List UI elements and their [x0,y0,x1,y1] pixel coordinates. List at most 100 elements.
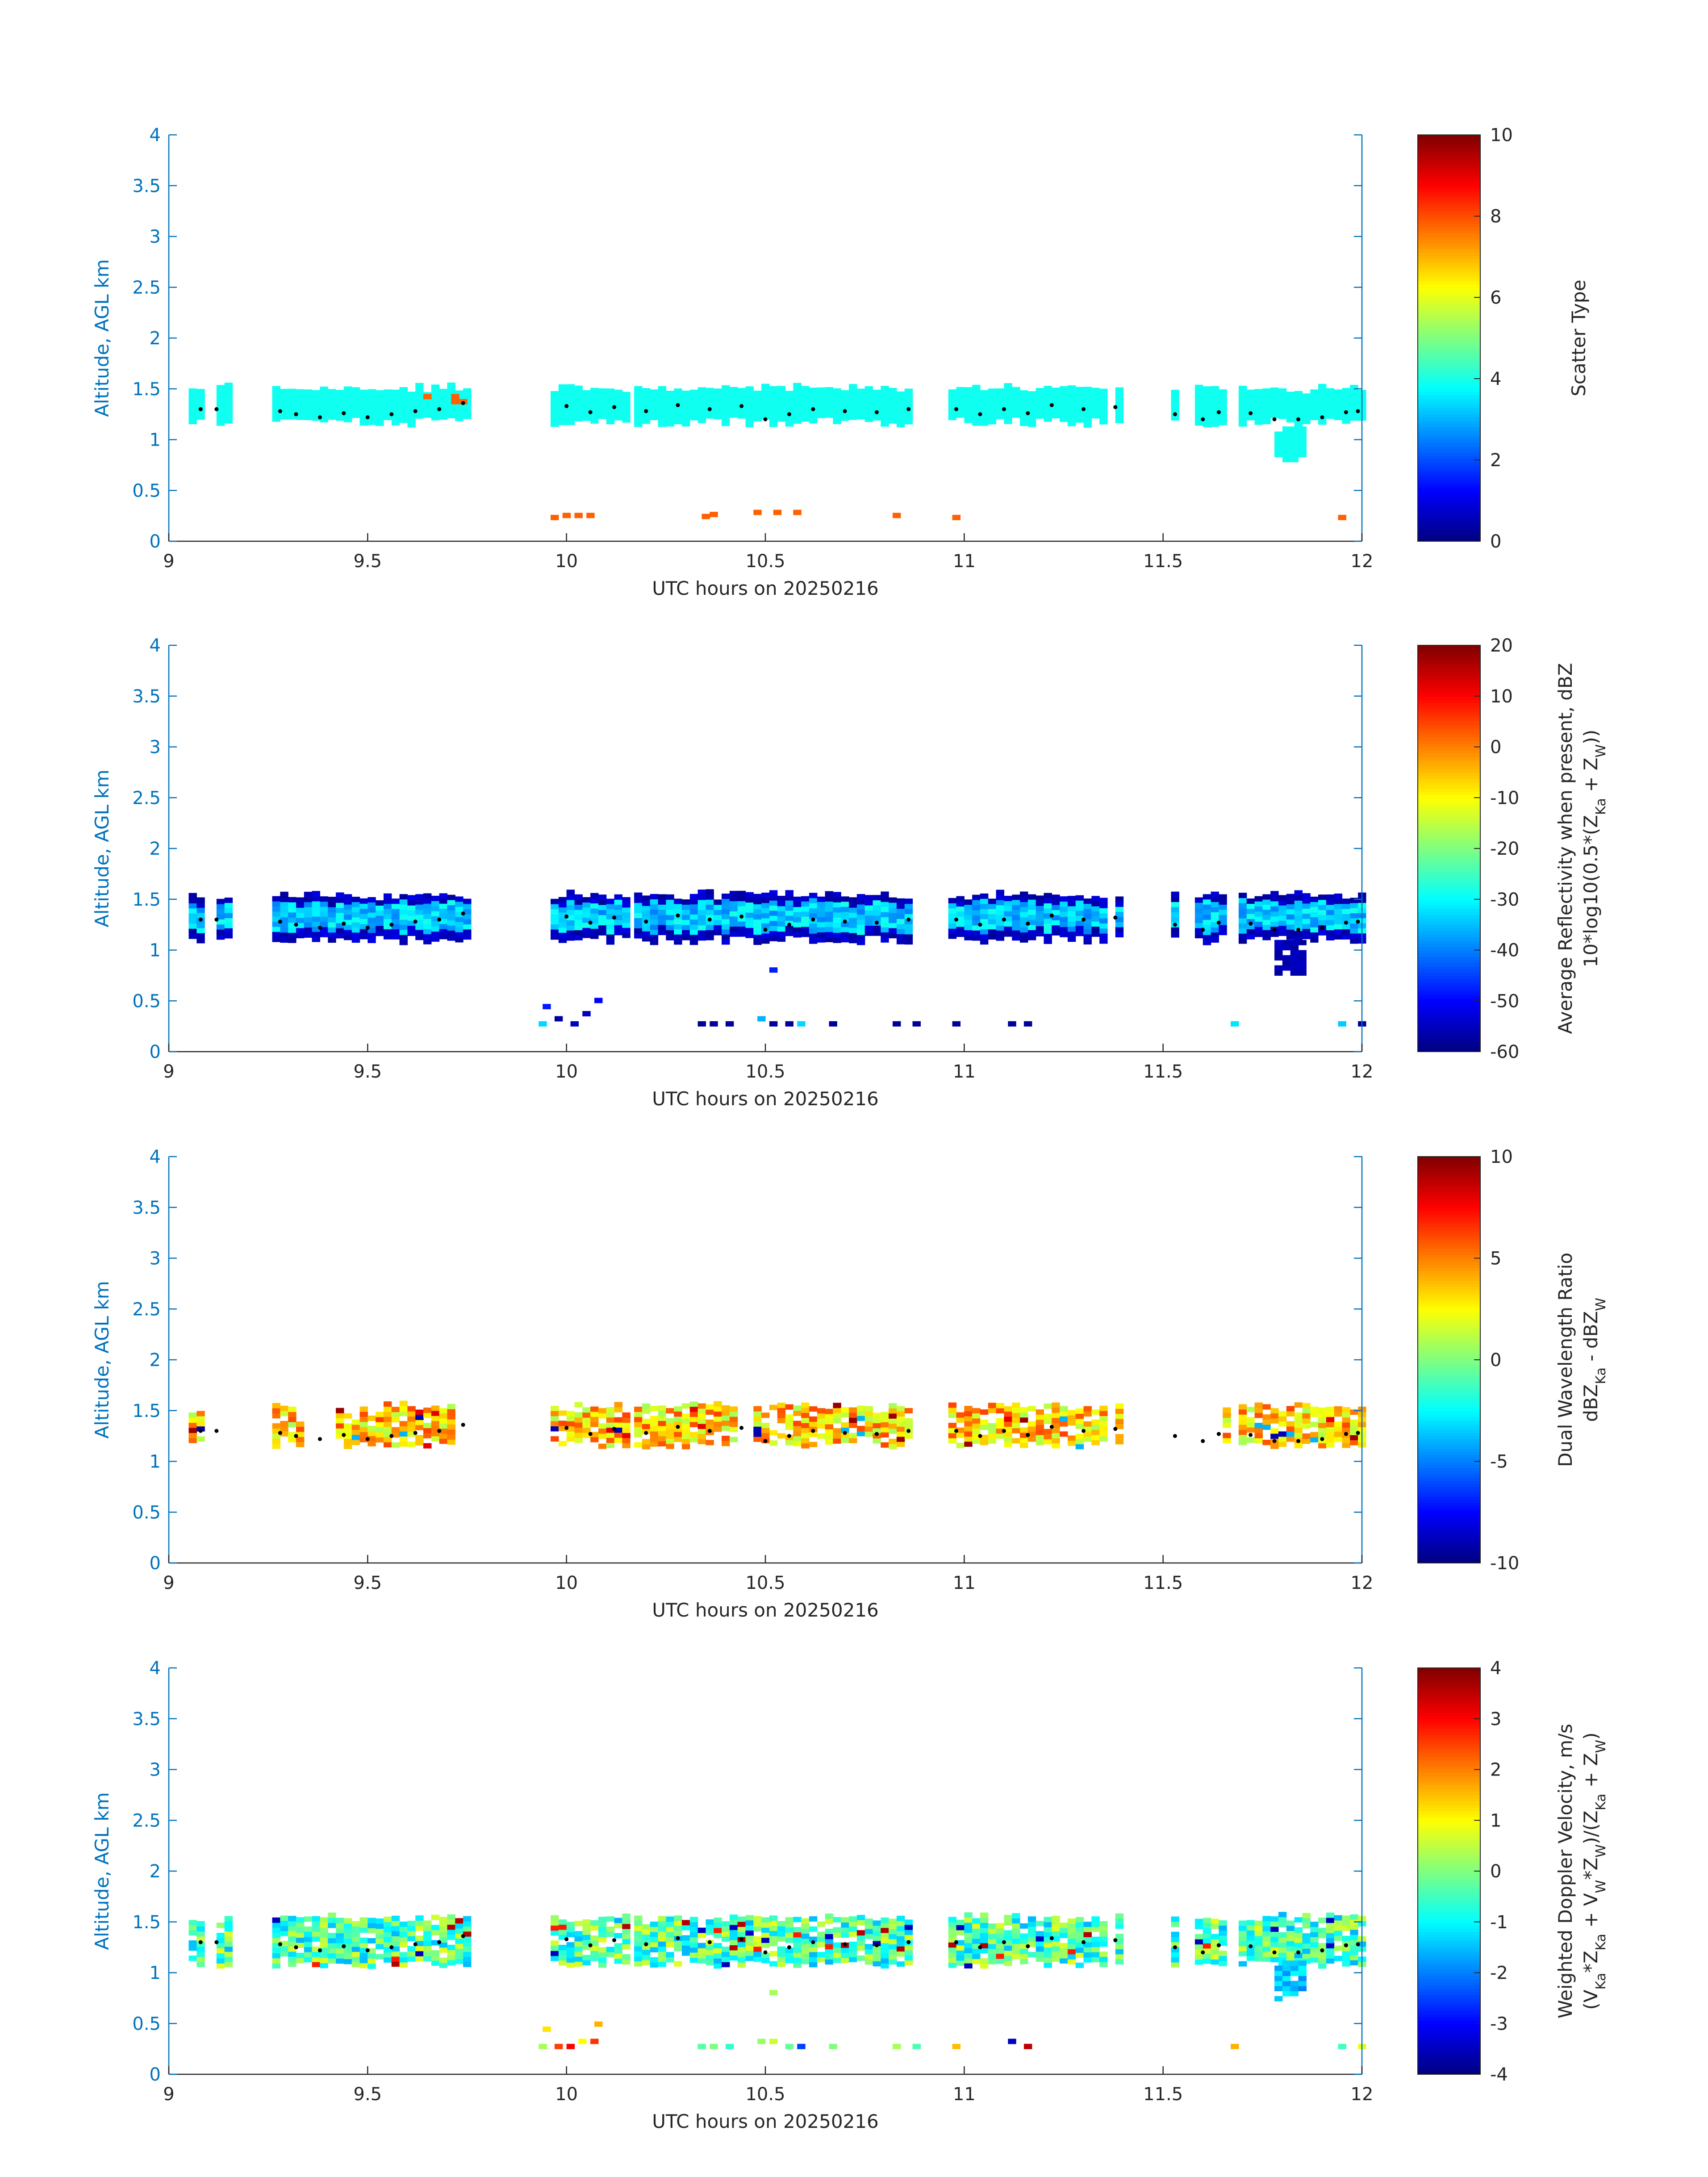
data-cell [769,1951,778,1956]
colorbar-step [1418,1413,1480,1417]
data-cell [697,930,706,936]
data-cell [1203,914,1211,920]
data-cell [288,1936,296,1942]
data-cell [582,1417,591,1423]
data-cell [904,914,913,919]
cloud-base-point [389,1945,394,1950]
data-cell [463,414,472,419]
data-cell [1012,935,1020,941]
data-cell [1052,1428,1060,1433]
data-cell [761,1422,770,1428]
data-cell [343,406,352,412]
colorbar-step [1418,414,1480,418]
data-cell [841,1412,849,1418]
data-cell [415,413,424,419]
data-cell [272,1413,280,1419]
data-cell [1083,1426,1092,1432]
colorbar-step [1418,1004,1480,1008]
data-cell [864,406,873,412]
data-cell [1211,1934,1219,1939]
data-cell [1219,909,1227,915]
data-cell [320,401,328,407]
colorbar-step [1418,1020,1480,1024]
data-cell [1036,900,1044,906]
data-cell [769,915,778,921]
cloud-base-point [1296,1439,1300,1443]
colorbar-step [1418,1715,1480,1719]
data-cell [753,1951,762,1957]
colorbar-step [1418,1379,1480,1383]
data-cell [343,929,352,935]
colorbar-step [1418,2046,1480,2049]
data-cell [1075,1444,1084,1450]
data-cell [1211,932,1219,938]
data-cell [833,1947,841,1953]
data-cell [1004,896,1012,902]
data-cell [825,896,834,902]
data-cell [288,1412,296,1417]
data-cell [689,1952,698,1958]
data-cell [376,900,384,906]
data-cell [980,415,989,421]
data-cell [801,1933,810,1939]
data-cell [1350,1960,1358,1966]
data-cell [415,1956,424,1962]
data-cell [745,932,754,938]
x-tick-label: 11 [953,551,976,572]
data-cell [1298,1970,1307,1976]
data-cell [1302,903,1311,909]
data-cell [463,1951,472,1957]
data-cell [1211,386,1219,392]
data-cell [856,919,865,925]
data-cell [1036,931,1044,936]
data-cell [336,1953,344,1959]
colorbar-step [1418,2033,1480,2037]
data-cell [1075,915,1084,921]
data-cell [606,903,615,909]
data-cell [582,897,591,903]
data-cell [714,1927,722,1933]
data-cell [328,907,336,912]
data-cell [455,1923,464,1929]
data-cell [849,394,857,400]
data-cell [407,407,416,413]
data-cell [785,1952,793,1958]
data-cell [881,927,889,933]
data-cell [980,914,989,919]
data-cell [896,417,905,422]
x-tick-label: 11 [953,2084,976,2105]
data-cell [697,387,706,393]
y-tick-label: 1.5 [132,1401,161,1421]
cloud-base-point [1216,1943,1221,1947]
data-cell [296,1927,305,1933]
data-cell [558,1425,567,1431]
colorbar-step [1418,798,1480,802]
data-cell [1219,924,1227,930]
data-cell [1302,893,1311,899]
data-cell [658,1416,666,1421]
x-tick-label: 10 [555,2084,578,2105]
data-cell [1171,1947,1179,1952]
data-cell [1115,1413,1124,1419]
data-cell [801,1948,810,1954]
data-cell [391,1931,400,1936]
colorbar-step [1418,1741,1480,1745]
data-cell [1027,899,1036,905]
data-cell [1044,913,1052,919]
colorbar-step [1418,2004,1480,2008]
data-cell [666,1952,674,1958]
data-cell [280,394,288,400]
colorbar-step [1418,401,1480,405]
data-cell [1044,406,1052,412]
data-cell [722,1962,730,1968]
data-cell [761,1958,770,1964]
data-cell [972,1959,981,1964]
data-cell [272,1938,280,1943]
data-cell [1238,898,1247,903]
data-cell [407,930,416,936]
data-cell [1194,410,1203,416]
data-cell [1238,1935,1247,1941]
data-cell [956,387,965,393]
colorbar-step [1418,966,1480,969]
data-cell [1326,1912,1335,1918]
